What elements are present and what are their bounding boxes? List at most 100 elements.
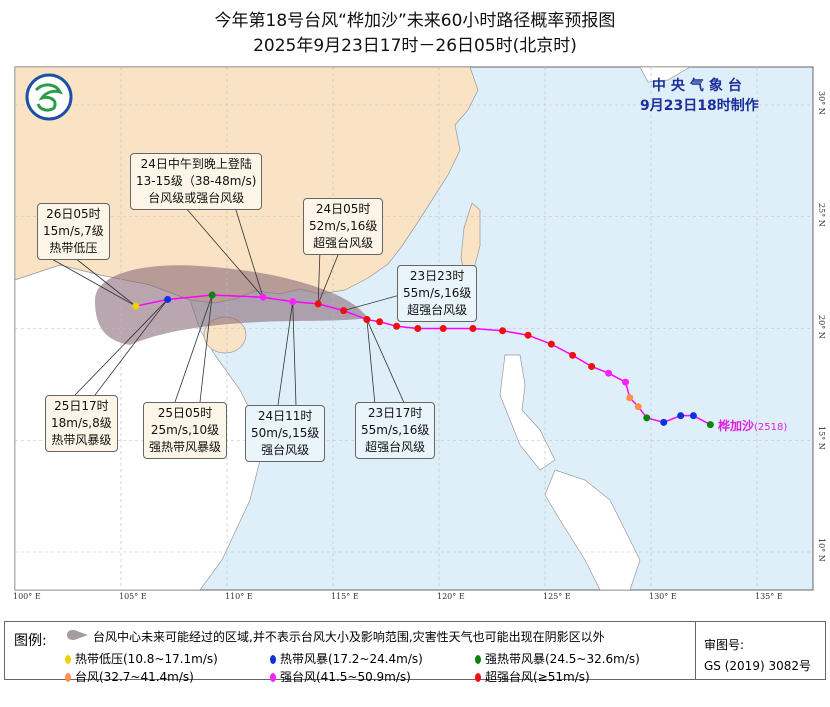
label-leader-line: [199, 294, 213, 403]
track-point-super-typhoon: [499, 327, 507, 335]
forecast-label: 23日23时 55m/s,16级 超强台风级: [397, 265, 478, 322]
track-point-tropical-storm: [660, 418, 668, 426]
label-time: 23日17时: [367, 406, 423, 420]
label-time: 23日23时: [409, 269, 465, 283]
latitude-label: 15° N: [817, 426, 826, 450]
track-point-typhoon: [634, 403, 642, 411]
forecast-label: 24日11时 50m/s,15级 强台风级: [245, 405, 326, 462]
storm-level-dot-icon: [475, 673, 481, 682]
label-category: 强台风级: [261, 443, 310, 457]
label-leader-line: [74, 299, 168, 396]
legend-item: 强热带风暴(24.5~32.6m/s): [475, 650, 640, 667]
track-point-super-typhoon: [363, 316, 371, 324]
label-category: 热带低压: [49, 241, 98, 255]
track-point-tropical-storm: [164, 295, 172, 303]
label-category: 强热带风暴级: [149, 440, 222, 454]
label-category: 超强台风级: [365, 440, 426, 454]
label-leader-line: [277, 301, 294, 406]
label-leader-line: [74, 257, 137, 307]
label-time: 24日05时: [315, 202, 371, 216]
latitude-label: 20° N: [817, 314, 826, 339]
approval-number: GS (2019) 3082号: [704, 659, 811, 673]
label-time: 24日11时: [257, 409, 313, 423]
legend-item-label: 热带低压(10.8~17.1m/s): [75, 652, 218, 666]
label-category: 台风级或强台风级: [148, 191, 245, 205]
label-time: 25日05时: [157, 406, 213, 420]
legend: 图例: 台风中心未来可能经过的区域,并不表示台风大小及影响范围,灾害性天气也可能…: [4, 621, 826, 684]
label-wind-level: 55m/s,16级: [361, 423, 430, 437]
legend-item-label: 强台风(41.5~50.9m/s): [280, 670, 411, 684]
label-leader-line: [343, 294, 401, 312]
label-wind-level: 18m/s,8级: [51, 416, 112, 430]
storm-name: 桦加沙: [718, 419, 755, 433]
forecast-label: 26日05时 15m/s,7级 热带低压: [37, 203, 110, 260]
legend-title: 图例:: [14, 633, 47, 649]
philippine-islands: [544, 469, 641, 590]
cone-icon: [67, 630, 88, 640]
label-time: 25日17时: [54, 399, 109, 413]
storm-level-dot-icon: [270, 673, 276, 682]
track-point-severe-tropical-storm: [643, 414, 651, 422]
storm-name-label: 桦加沙(2518): [718, 417, 787, 434]
issuer-block: 中央气象台 9月23日18时制作: [640, 76, 759, 116]
map-title: 今年第18号台风“桦加沙”未来60小时路径概率预报图: [214, 11, 616, 31]
label-leader-line: [366, 319, 376, 406]
storm-id: (2518): [754, 422, 788, 433]
track-point-typhoon: [626, 394, 634, 402]
track-point-super-typhoon: [469, 325, 477, 332]
label-wind-level: 25m/s,10级: [150, 423, 220, 437]
track-point-tropical-storm: [689, 412, 697, 420]
label-category: 超强台风级: [407, 303, 468, 317]
label-leader-line: [174, 294, 213, 403]
track-point-severe-typhoon: [289, 298, 297, 306]
longitude-label: 105° E: [119, 592, 147, 601]
longitude-label: 125° E: [543, 592, 571, 601]
forecast-label: 25日17时 18m/s,8级 热带风暴级: [45, 395, 118, 452]
label-leader-line: [49, 257, 137, 307]
longitude-label: 130° E: [649, 592, 677, 601]
label-time: 24日中午到晚上登陆: [140, 157, 252, 171]
label-category: 超强台风级: [313, 236, 374, 250]
storm-level-dot-icon: [475, 655, 481, 664]
legend-item-label: 强热带风暴(24.5~32.6m/s): [485, 652, 640, 666]
track-point-super-typhoon: [393, 322, 401, 330]
label-leader-line: [234, 206, 264, 298]
cone-of-uncertainty: [95, 265, 368, 345]
latitude-label: 30° N: [817, 91, 826, 115]
track-point-severe-typhoon: [259, 293, 267, 301]
track-point-severe-tropical-storm: [208, 291, 216, 299]
forecast-label: 25日05时 25m/s,10级 强热带风暴级: [143, 402, 228, 459]
map-subtitle: 2025年9月23日17时－26日05时(北京时): [253, 36, 577, 56]
track-point-tropical-storm: [677, 412, 685, 420]
japan-islands: [639, 67, 691, 83]
longitude-label: 135° E: [755, 592, 783, 601]
longitude-label: 120° E: [437, 592, 465, 601]
legend-item-label: 超强台风(≥51m/s): [485, 670, 590, 684]
legend-item: 热带风暴(17.2~24.4m/s): [270, 650, 423, 667]
forecast-label: 24日中午到晚上登陆 13-15级（38-48m/s) 台风级或强台风级: [130, 153, 263, 210]
label-wind-level: 52m/s,16级: [309, 219, 378, 233]
storm-level-dot-icon: [270, 655, 276, 664]
track-point-super-typhoon: [569, 351, 577, 359]
label-wind-level: 55m/s,16级: [403, 286, 472, 300]
track-point-severe-tropical-storm: [706, 421, 714, 429]
track-point-tropical-depression: [132, 302, 140, 310]
cma-logo-icon: [25, 73, 73, 121]
legend-item-label: 台风(32.7~41.4m/s): [75, 670, 194, 684]
issuer-name: 中央气象台: [651, 78, 747, 94]
track-point-super-typhoon: [414, 325, 422, 332]
label-time: 26日05时: [46, 207, 101, 221]
track-point-severe-typhoon: [605, 369, 613, 377]
forecast-label: 24日05时 52m/s,16级 超强台风级: [303, 198, 384, 255]
forecast-label: 23日17时 55m/s,16级 超强台风级: [355, 402, 436, 459]
track-point-super-typhoon: [376, 318, 384, 326]
issue-time: 9月23日18时制作: [640, 98, 759, 114]
track-point-severe-typhoon: [622, 378, 630, 386]
legend-item: 热带低压(10.8~17.1m/s): [65, 650, 218, 667]
label-leader-line: [366, 319, 406, 406]
latitude-label: 25° N: [817, 202, 826, 227]
label-leader-line: [317, 249, 321, 304]
storm-level-dot-icon: [65, 655, 71, 664]
storm-level-dot-icon: [65, 673, 71, 682]
